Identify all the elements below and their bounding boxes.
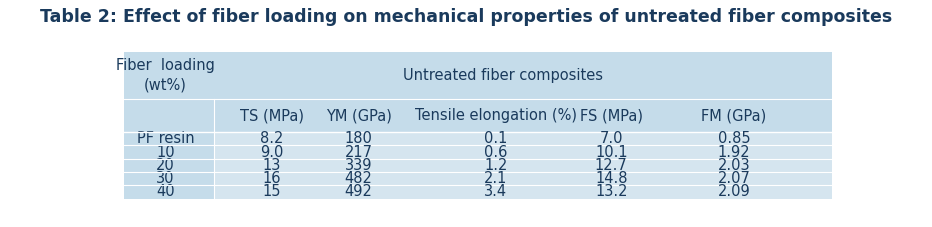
- Text: 15: 15: [263, 184, 281, 199]
- Text: 9.0: 9.0: [260, 145, 283, 160]
- Text: 2.03: 2.03: [718, 158, 750, 173]
- Text: FS (MPa): FS (MPa): [580, 108, 643, 123]
- Text: 7.0: 7.0: [599, 131, 623, 146]
- Text: 2.09: 2.09: [718, 184, 750, 199]
- Text: 180: 180: [345, 131, 373, 146]
- Text: 0.6: 0.6: [484, 145, 507, 160]
- Text: 339: 339: [345, 158, 372, 173]
- Text: 8.2: 8.2: [260, 131, 283, 146]
- FancyBboxPatch shape: [214, 159, 831, 172]
- Text: Fiber  loading
(wt%): Fiber loading (wt%): [116, 58, 215, 92]
- Text: Table 2: Effect of fiber loading on mechanical properties of untreated fiber com: Table 2: Effect of fiber loading on mech…: [40, 8, 892, 26]
- Text: YM (GPa): YM (GPa): [325, 108, 391, 123]
- Text: 20: 20: [157, 158, 175, 173]
- Text: 0.85: 0.85: [718, 131, 750, 146]
- Text: PF resin: PF resin: [137, 131, 195, 146]
- Text: 13.2: 13.2: [595, 184, 627, 199]
- Text: 16: 16: [263, 171, 281, 186]
- Text: 10: 10: [157, 145, 175, 160]
- Text: 492: 492: [345, 184, 373, 199]
- Text: 30: 30: [157, 171, 175, 186]
- Text: 13: 13: [263, 158, 281, 173]
- Text: 1.92: 1.92: [718, 145, 750, 160]
- FancyBboxPatch shape: [214, 146, 831, 159]
- Text: 2.1: 2.1: [484, 171, 507, 186]
- Text: 482: 482: [345, 171, 373, 186]
- Text: Untreated fiber composites: Untreated fiber composites: [403, 68, 603, 83]
- Text: 0.1: 0.1: [484, 131, 507, 146]
- Text: 14.8: 14.8: [595, 171, 627, 186]
- Text: FM (GPa): FM (GPa): [702, 108, 767, 123]
- Text: 2.07: 2.07: [718, 171, 750, 186]
- Text: TS (MPa): TS (MPa): [240, 108, 304, 123]
- Text: Tensile elongation (%): Tensile elongation (%): [415, 108, 577, 123]
- Text: 217: 217: [345, 145, 373, 160]
- Text: 1.2: 1.2: [484, 158, 507, 173]
- FancyBboxPatch shape: [124, 52, 831, 199]
- Text: 10.1: 10.1: [595, 145, 627, 160]
- Text: 40: 40: [157, 184, 175, 199]
- Text: 12.7: 12.7: [595, 158, 627, 173]
- FancyBboxPatch shape: [214, 185, 831, 199]
- FancyBboxPatch shape: [214, 132, 831, 146]
- FancyBboxPatch shape: [214, 172, 831, 185]
- Text: 3.4: 3.4: [484, 184, 507, 199]
